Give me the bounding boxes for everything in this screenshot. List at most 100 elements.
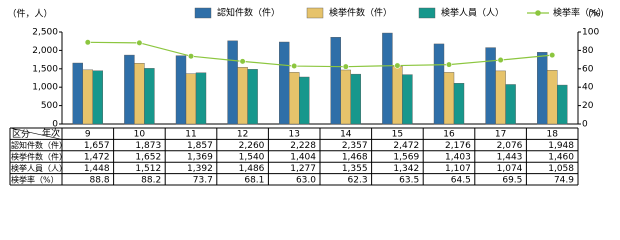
table-value: 64.5 (451, 175, 471, 185)
table-value: 1,468 (342, 153, 368, 163)
table-value: 1,512 (135, 164, 161, 174)
legend-label: 認知件数（件） (217, 7, 280, 19)
bar (279, 41, 290, 125)
y-tick-label: 2,500 (32, 28, 58, 38)
line-marker (291, 62, 298, 70)
bar (443, 72, 455, 125)
line (87, 41, 553, 68)
x-tick-label: 11 (185, 130, 196, 140)
table-diagonal (9, 127, 63, 140)
bar (547, 70, 558, 125)
x-tick-label: 15 (392, 130, 403, 140)
bar (227, 40, 238, 125)
y-tick-label: 1,000 (32, 83, 58, 93)
bar (392, 66, 403, 125)
bar (185, 73, 197, 125)
x-tick-label: 18 (546, 130, 558, 140)
legend-label: 検挙件数（件） (329, 7, 392, 19)
x-tick-label: 9 (85, 130, 91, 140)
bar (330, 37, 341, 125)
y2-tick-label: 0 (582, 120, 588, 130)
table-value: 1,657 (84, 141, 110, 151)
line-marker (394, 62, 401, 69)
x-tick-label: 16 (443, 130, 455, 140)
legend-swatch (194, 7, 212, 19)
x-tick-label: 17 (495, 130, 506, 140)
table-value: 88.8 (90, 175, 110, 185)
table-value: 1,948 (548, 141, 574, 151)
table-value: 1,460 (548, 153, 574, 163)
bar (289, 72, 300, 125)
table-value: 2,076 (497, 141, 523, 151)
table-value: 1,873 (135, 141, 161, 151)
table-value: 1,355 (342, 164, 368, 174)
bar (505, 84, 516, 125)
bar (340, 69, 351, 125)
table-value: 1,569 (393, 153, 419, 163)
table-value: 1,540 (239, 153, 265, 163)
y2-tick-label: 40 (582, 83, 594, 93)
legend-swatch (306, 7, 324, 19)
row-label: 検挙人員（人） (11, 163, 67, 173)
table-value: 69.5 (502, 175, 522, 185)
y-tick-label: 1,500 (32, 64, 58, 74)
table-value: 68.1 (244, 175, 264, 185)
bar (485, 47, 496, 125)
table-value: 1,107 (445, 164, 471, 174)
line-marker (549, 51, 556, 59)
y2-tick-label: 20 (582, 101, 594, 111)
table-value: 88.2 (141, 175, 161, 185)
y2-tick-label: 80 (582, 46, 594, 56)
table-value: 1,652 (135, 153, 161, 163)
bar (144, 68, 155, 125)
y-axis-label: （件，人） (7, 8, 52, 20)
table-value: 63.0 (296, 175, 316, 185)
table-value: 63.5 (399, 175, 419, 185)
table-value: 1,392 (187, 164, 213, 174)
legend-label: 検挙率（%） (553, 7, 607, 19)
x-tick-label: 12 (237, 130, 248, 140)
legend-label: 検挙人員（人） (441, 7, 504, 19)
bar (237, 67, 248, 125)
bar (382, 32, 393, 125)
bar (247, 69, 258, 125)
table-value: 62.3 (348, 175, 368, 185)
table-value: 1,403 (445, 153, 471, 163)
table-value: 1,074 (497, 164, 523, 174)
table-value: 73.7 (193, 175, 213, 185)
table-value: 1,857 (187, 141, 213, 151)
bar (195, 72, 207, 125)
line-marker (342, 63, 349, 70)
legend-swatch (535, 10, 541, 16)
table-value: 1,277 (290, 164, 316, 174)
table-value: 2,176 (445, 141, 471, 151)
table-value: 1,448 (84, 164, 110, 174)
table-value: 1,369 (187, 153, 213, 163)
bar (495, 70, 506, 125)
x-tick-label: 13 (288, 130, 299, 140)
x-tick-label: 10 (134, 130, 146, 140)
column-header-label: 年次 (42, 127, 60, 139)
y-tick-label: 2,000 (32, 46, 58, 56)
table-value: 2,472 (393, 141, 419, 151)
table-value: 74.9 (554, 175, 574, 185)
bar (72, 62, 84, 125)
line-marker (239, 58, 246, 65)
table-value: 1,472 (84, 153, 110, 163)
bar (453, 83, 465, 125)
line-marker (84, 39, 91, 46)
bar (299, 76, 310, 125)
bar (557, 84, 568, 125)
table-value: 1,443 (497, 153, 523, 163)
line-marker (136, 39, 143, 46)
line-marker (445, 61, 453, 68)
y-tick-label: 0 (52, 120, 58, 130)
line-marker (497, 56, 504, 64)
table-value: 2,228 (290, 141, 316, 151)
y2-tick-label: 60 (582, 64, 594, 74)
bar (134, 63, 145, 125)
chart: （件，人） (%) 0 500 1,000 1,500 2,000 2,500 0 20 40 6… (7, 7, 607, 186)
bar (92, 70, 104, 125)
bar (402, 74, 413, 125)
table-value: 2,357 (342, 141, 368, 151)
